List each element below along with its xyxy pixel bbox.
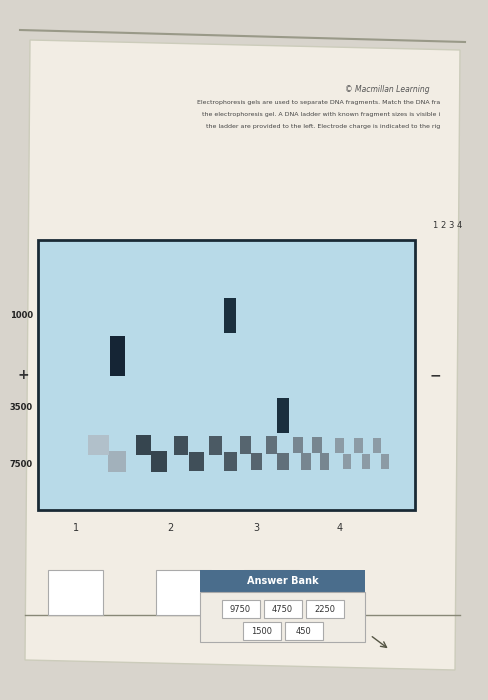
Text: 1000: 1000: [10, 311, 33, 320]
Text: © Macmillan Learning: © Macmillan Learning: [346, 85, 430, 94]
Text: 1: 1: [73, 523, 79, 533]
Bar: [277, 453, 289, 470]
Bar: [243, 622, 281, 640]
Bar: [136, 435, 151, 455]
Text: 2: 2: [167, 523, 173, 533]
Bar: [277, 398, 289, 433]
Text: 1: 1: [432, 220, 438, 230]
Bar: [174, 435, 188, 455]
Bar: [88, 435, 109, 455]
Text: Electrophoresis gels are used to separate DNA fragments. Match the DNA fra: Electrophoresis gels are used to separat…: [197, 100, 440, 105]
Text: the electrophoresis gel. A DNA ladder with known fragment sizes is visible i: the electrophoresis gel. A DNA ladder wi…: [202, 112, 440, 117]
Text: the ladder are provided to the left. Electrode charge is indicated to the rig: the ladder are provided to the left. Ele…: [206, 124, 440, 129]
Text: Answer Bank: Answer Bank: [247, 576, 318, 586]
Bar: [151, 452, 166, 472]
Bar: [251, 453, 263, 470]
Bar: [208, 435, 222, 455]
Bar: [200, 570, 365, 592]
Text: 7500: 7500: [10, 460, 33, 468]
Bar: [381, 454, 389, 469]
Bar: [285, 622, 323, 640]
Text: +: +: [17, 368, 29, 382]
Bar: [110, 336, 125, 377]
Bar: [38, 240, 415, 510]
Bar: [224, 452, 237, 471]
Text: 450: 450: [296, 626, 311, 636]
Text: 9750: 9750: [230, 605, 251, 613]
Text: 1500: 1500: [251, 626, 272, 636]
Bar: [373, 438, 382, 453]
Bar: [362, 454, 370, 469]
Bar: [222, 600, 260, 618]
Bar: [48, 570, 103, 615]
Text: 3: 3: [254, 523, 260, 533]
Text: 3: 3: [448, 220, 454, 230]
Bar: [200, 592, 365, 642]
Bar: [312, 437, 322, 454]
Text: −: −: [429, 368, 441, 382]
Text: 4750: 4750: [272, 605, 293, 613]
Text: 3500: 3500: [10, 403, 33, 412]
Bar: [301, 454, 310, 470]
Bar: [305, 600, 344, 618]
Text: 4: 4: [456, 220, 462, 230]
Bar: [320, 454, 329, 470]
Bar: [266, 436, 277, 454]
Bar: [293, 437, 303, 454]
Bar: [264, 600, 302, 618]
Polygon shape: [25, 40, 460, 670]
Bar: [343, 454, 351, 469]
Bar: [244, 570, 299, 615]
Text: 2250: 2250: [314, 605, 335, 613]
Bar: [156, 570, 211, 615]
Bar: [354, 438, 363, 453]
Bar: [335, 438, 344, 453]
Bar: [189, 452, 203, 471]
Text: 2: 2: [440, 220, 446, 230]
Text: 4: 4: [337, 523, 343, 533]
Bar: [108, 452, 126, 472]
Bar: [240, 436, 251, 454]
Bar: [224, 298, 236, 333]
